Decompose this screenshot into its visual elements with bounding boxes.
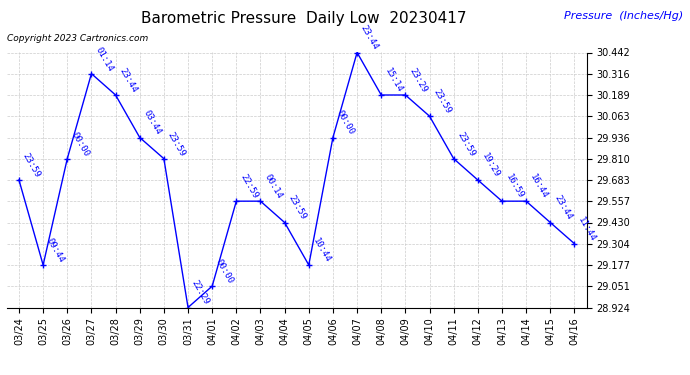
Text: 16:59: 16:59	[504, 172, 525, 200]
Text: 09:44: 09:44	[45, 236, 66, 264]
Text: 19:29: 19:29	[480, 152, 501, 179]
Text: 23:44: 23:44	[359, 24, 380, 52]
Text: 01:14: 01:14	[93, 45, 115, 73]
Text: 23:29: 23:29	[407, 66, 428, 94]
Text: 10:44: 10:44	[310, 236, 332, 264]
Text: 00:00: 00:00	[214, 258, 235, 285]
Text: 00:14: 00:14	[262, 172, 284, 200]
Text: 15:14: 15:14	[383, 66, 404, 94]
Text: 23:44: 23:44	[117, 66, 139, 94]
Text: Pressure  (Inches/Hg): Pressure (Inches/Hg)	[564, 11, 683, 21]
Text: 03:44: 03:44	[141, 109, 163, 136]
Text: 00:00: 00:00	[69, 130, 90, 158]
Text: 16:44: 16:44	[528, 172, 549, 200]
Text: 23:44: 23:44	[552, 194, 573, 222]
Text: Copyright 2023 Cartronics.com: Copyright 2023 Cartronics.com	[7, 34, 148, 43]
Text: 23:59: 23:59	[431, 87, 453, 116]
Text: 11:44: 11:44	[576, 215, 598, 243]
Text: Barometric Pressure  Daily Low  20230417: Barometric Pressure Daily Low 20230417	[141, 11, 466, 26]
Text: 22:29: 22:29	[190, 279, 211, 307]
Text: 00:00: 00:00	[335, 109, 356, 136]
Text: 22:59: 22:59	[238, 172, 259, 200]
Text: 23:59: 23:59	[21, 152, 42, 179]
Text: 23:59: 23:59	[286, 194, 308, 222]
Text: 23:59: 23:59	[455, 130, 477, 158]
Text: 23:59: 23:59	[166, 130, 187, 158]
